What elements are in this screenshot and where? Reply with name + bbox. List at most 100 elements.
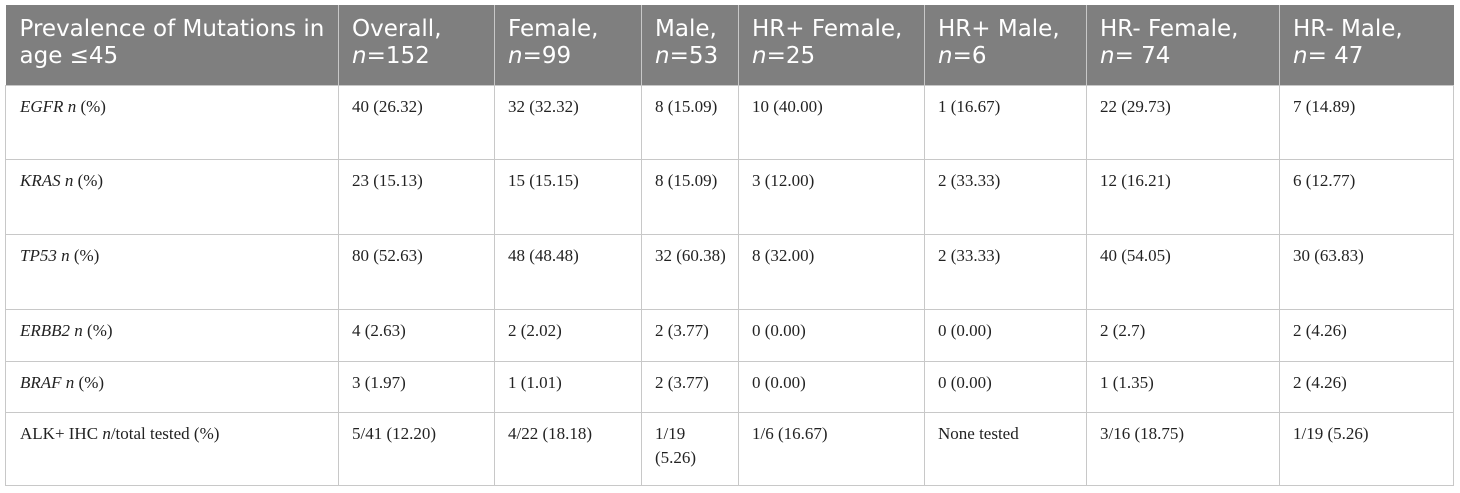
table-cell: 1/19 (5.26) (1279, 412, 1454, 486)
header-cell: HR- Female, n= 74 (1086, 5, 1280, 85)
row-label-cell: BRAF n (%) (5, 360, 339, 414)
table-cell: 30 (63.83) (1279, 233, 1454, 310)
table-row: BRAF n (%) 3 (1.97) 1 (1.01) 2 (3.77) 0 … (5, 360, 1454, 414)
table-cell: 3 (12.00) (738, 159, 925, 235)
table-row: KRAS n (%) 23 (15.13) 15 (15.15) 8 (15.0… (5, 159, 1454, 235)
table-cell: 2 (3.77) (641, 360, 739, 414)
table-body: EGFR n (%) 40 (26.32) 32 (32.32) 8 (15.0… (5, 84, 1454, 486)
n-symbol: n (65, 372, 75, 392)
header-label: Overall, (352, 16, 442, 42)
table-cell: 2 (33.33) (924, 159, 1087, 235)
header-label: Female, (508, 16, 599, 42)
row-label-cell: TP53 n (%) (5, 233, 339, 310)
header-count: =25 (766, 43, 816, 69)
n-symbol: n (102, 424, 111, 444)
table-cell: 2 (4.26) (1279, 360, 1454, 414)
table-cell: 8 (15.09) (641, 159, 739, 235)
table-cell: 48 (48.48) (494, 233, 642, 310)
table-cell: 8 (32.00) (738, 233, 925, 310)
header-n-symbol: n (938, 43, 953, 69)
table-cell: 4 (2.63) (338, 308, 495, 362)
table-cell: 40 (26.32) (338, 84, 495, 161)
table-cell: 0 (0.00) (738, 308, 925, 362)
table-row: EGFR n (%) 40 (26.32) 32 (32.32) 8 (15.0… (5, 84, 1454, 161)
table-cell: 12 (16.21) (1086, 159, 1280, 235)
header-cell: Female, n=99 (494, 5, 642, 85)
table-row: ALK+ IHC n/total tested (%) 5/41 (12.20)… (5, 412, 1454, 486)
table-cell: 4/22 (18.18) (494, 412, 642, 486)
header-label: HR+ Female, (752, 16, 903, 42)
header-label: HR+ Male, (938, 16, 1060, 42)
table-cell: 6 (12.77) (1279, 159, 1454, 235)
table-cell: 5/41 (12.20) (338, 412, 495, 486)
table-cell: 40 (54.05) (1086, 233, 1280, 310)
header-label: Male, (655, 16, 717, 42)
table-cell: 1/19 (5.26) (641, 412, 739, 486)
row-label-suffix: (%) (74, 372, 105, 392)
header-n-symbol: n (655, 43, 670, 69)
row-label-cell: ERBB2 n (%) (5, 308, 339, 362)
header-row: Prevalence of Mutations in age ≤45 Overa… (5, 5, 1454, 85)
header-cell: Male, n=53 (641, 5, 739, 85)
row-label-suffix: (%) (76, 96, 106, 116)
table-row: ERBB2 n (%) 4 (2.63) 2 (2.02) 2 (3.77) 0… (5, 308, 1454, 362)
table-cell: None tested (924, 412, 1087, 486)
table-cell: 80 (52.63) (338, 233, 495, 310)
table-cell: 0 (0.00) (924, 308, 1087, 362)
table-cell: 1 (16.67) (924, 84, 1087, 161)
header-cell: Prevalence of Mutations in age ≤45 (6, 5, 339, 85)
table-cell: 1 (1.01) (494, 360, 642, 414)
mutation-prevalence-table: Prevalence of Mutations in age ≤45 Overa… (5, 5, 1454, 486)
row-label-suffix: (%) (73, 171, 104, 191)
header-n-symbol: n (1100, 43, 1115, 69)
table-cell: 32 (60.38) (641, 233, 739, 310)
n-symbol: n (67, 96, 77, 116)
gene-name: ERBB2 (20, 320, 71, 340)
table-cell: 0 (0.00) (924, 360, 1087, 414)
header-label: HR- Male, (1293, 16, 1403, 42)
header-n-symbol: n (508, 43, 523, 69)
gene-name: BRAF (20, 372, 62, 392)
table-row: TP53 n (%) 80 (52.63) 48 (48.48) 32 (60.… (5, 233, 1454, 310)
header-label: Prevalence of Mutations in age ≤45 (19, 16, 325, 69)
table-cell: 7 (14.89) (1279, 84, 1454, 161)
header-cell: Overall, n=152 (338, 5, 495, 85)
table-cell: 1 (1.35) (1086, 360, 1280, 414)
header-count: =53 (669, 43, 719, 69)
row-label: ALK+ IHC (20, 424, 103, 444)
row-label-cell: EGFR n (%) (5, 84, 339, 161)
table-cell: 32 (32.32) (494, 84, 642, 161)
table-cell: 3/16 (18.75) (1086, 412, 1280, 486)
header-count: =152 (366, 43, 430, 69)
table-cell: 15 (15.15) (494, 159, 642, 235)
n-symbol: n (61, 245, 70, 265)
header-count: =6 (952, 43, 987, 69)
row-label-cell: ALK+ IHC n/total tested (%) (5, 412, 339, 486)
header-n-symbol: n (352, 43, 367, 69)
row-label-cell: KRAS n (%) (5, 159, 339, 235)
table-header: Prevalence of Mutations in age ≤45 Overa… (5, 5, 1454, 85)
header-n-symbol: n (1293, 43, 1308, 69)
table-cell: 1/6 (16.67) (738, 412, 925, 486)
table-cell: 23 (15.13) (338, 159, 495, 235)
gene-name: EGFR (20, 96, 64, 116)
header-cell: HR+ Male, n=6 (924, 5, 1087, 85)
row-label-suffix: /total tested (%) (110, 424, 220, 444)
table-cell: 0 (0.00) (738, 360, 925, 414)
row-label-suffix: (%) (69, 245, 100, 265)
header-cell: HR+ Female, n=25 (738, 5, 925, 85)
table-cell: 2 (2.02) (494, 308, 642, 362)
header-cell: HR- Male, n= 47 (1279, 5, 1454, 85)
header-label: HR- Female, (1100, 16, 1239, 42)
table-cell: 3 (1.97) (338, 360, 495, 414)
table-cell: 22 (29.73) (1086, 84, 1280, 161)
n-symbol: n (64, 171, 74, 191)
gene-name: TP53 (20, 245, 57, 265)
table-cell: 2 (3.77) (641, 308, 739, 362)
header-n-symbol: n (752, 43, 767, 69)
row-label-suffix: (%) (82, 320, 113, 340)
n-symbol: n (74, 320, 83, 340)
table-cell: 2 (33.33) (924, 233, 1087, 310)
table-cell: 8 (15.09) (641, 84, 739, 161)
header-count: = 47 (1307, 43, 1364, 69)
